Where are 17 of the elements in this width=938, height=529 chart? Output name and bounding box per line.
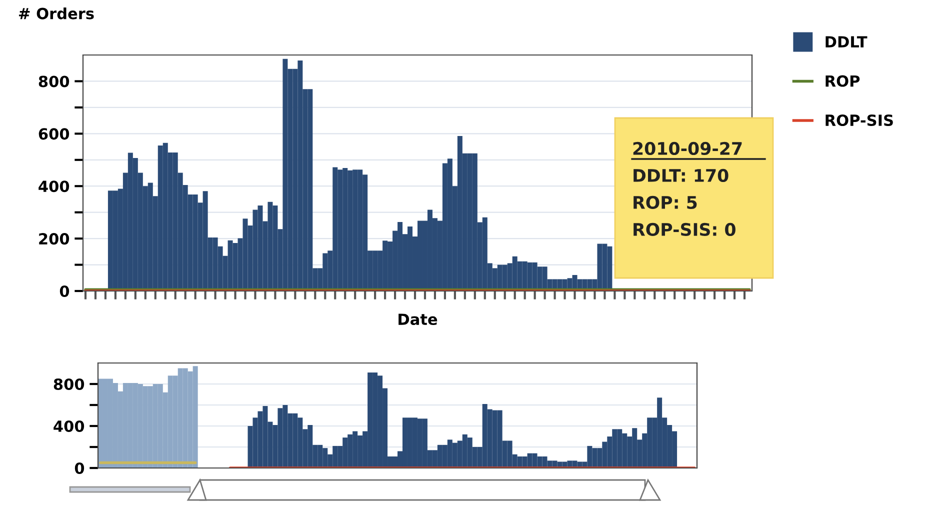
legend-label: ROP xyxy=(826,75,860,87)
y-tick-label: 0 xyxy=(74,462,84,474)
y-axis-title: # Orders xyxy=(18,7,94,20)
annotation: DDLT: 170 xyxy=(634,168,728,182)
y-tick-label: 400 xyxy=(38,180,70,192)
y-tick-label: 200 xyxy=(39,233,70,245)
legend-label: ROP-SIS xyxy=(826,114,893,126)
y-tick-label: 800 xyxy=(54,378,84,390)
y-tick-label: 400 xyxy=(54,420,84,432)
annotation: 2010-09-27 xyxy=(633,142,742,156)
y-tick-label: 0 xyxy=(60,285,70,298)
y-tick-label: 600 xyxy=(38,128,70,140)
y-tick-label: 800 xyxy=(38,76,70,88)
annotation: ROP-SIS: 0 xyxy=(634,222,736,236)
x-axis-title: Date xyxy=(398,314,438,326)
annotation: ROP: 5 xyxy=(634,196,697,210)
legend-label: DDLT xyxy=(826,36,868,48)
